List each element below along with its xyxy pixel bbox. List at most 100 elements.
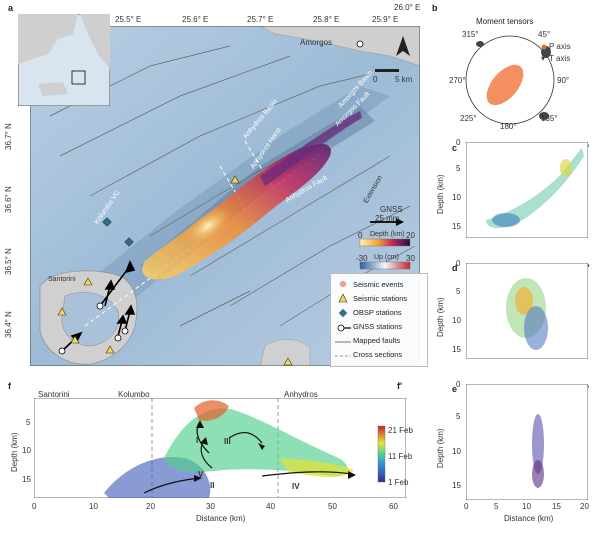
phase-label: II xyxy=(210,481,215,490)
seismic-stations xyxy=(57,175,293,366)
y-tick: 0 xyxy=(456,380,461,389)
x-tick: 15 xyxy=(552,502,561,511)
up-label: Up (cm) xyxy=(374,254,399,261)
y-tick: 10 xyxy=(452,193,461,202)
angle-45: 45° xyxy=(538,30,551,39)
section-c-ylabel: Depth (km) xyxy=(436,174,445,214)
section-f-ylabel: Depth (km) xyxy=(10,432,19,472)
lon-tick: 25.9° E xyxy=(372,15,399,24)
x-tick: 60 xyxy=(389,502,398,511)
y-tick: 10 xyxy=(452,316,461,325)
legend-item: Cross sections xyxy=(353,350,403,359)
seismic-events-icon xyxy=(339,280,347,288)
gnss-stations xyxy=(58,40,364,355)
panel-f-label: f xyxy=(8,381,11,391)
x-tick: 20 xyxy=(146,502,155,511)
label-santorini: Santorini xyxy=(48,276,76,283)
moment-tensors-title: Moment tensors xyxy=(476,17,534,26)
t-axis-label: T axis xyxy=(549,54,571,63)
lat-tick: 36.7° N xyxy=(4,123,13,150)
y-tick: 5 xyxy=(456,412,461,421)
scale-left: 0 xyxy=(373,75,378,84)
section-d-plot xyxy=(466,263,588,359)
depth-label: Depth (km) xyxy=(370,231,405,238)
y-tick: 10 xyxy=(452,447,461,456)
panel-d-label: d xyxy=(452,263,458,273)
angle-90: 90° xyxy=(557,76,570,85)
phase-label: III xyxy=(224,437,231,446)
panel-b-label: b xyxy=(432,3,438,13)
map-legend: Seismic events Seismic stations OBSP sta… xyxy=(330,273,428,367)
map-panel xyxy=(30,26,420,366)
lon-tick: 26.0° E xyxy=(394,3,421,12)
north-arrow-icon xyxy=(396,36,410,56)
time-label: 21 Feb xyxy=(388,426,413,435)
section-e-ylabel: Depth (km) xyxy=(436,428,445,468)
gnss-scale: 25 mm xyxy=(375,214,400,223)
y-tick: 10 xyxy=(22,446,31,455)
swarm-tail xyxy=(260,111,362,186)
t-axis-icon: ▾ xyxy=(541,54,545,63)
section-f-xlabel: Distance (km) xyxy=(196,514,246,523)
legend-item: Mapped faults xyxy=(353,336,401,345)
depth-max: 20 xyxy=(406,231,415,240)
obsp-stations xyxy=(102,217,134,247)
up-colorbar xyxy=(359,261,411,270)
obsp-stations-icon xyxy=(338,308,348,318)
phase-label: IV xyxy=(292,482,300,491)
phase-label: V xyxy=(198,470,204,479)
angle-315: 315° xyxy=(462,30,479,39)
y-tick: 0 xyxy=(456,138,461,147)
y-tick: 15 xyxy=(22,475,31,484)
inset-locator-box xyxy=(71,70,86,85)
inset-map xyxy=(18,14,110,106)
angle-180: 180° xyxy=(500,122,517,131)
x-tick: 0 xyxy=(32,502,37,511)
time-label: 1 Feb xyxy=(388,478,409,487)
santorini-caldera xyxy=(61,292,120,347)
x-tick: 10 xyxy=(89,502,98,511)
x-tick: 0 xyxy=(464,502,469,511)
y-tick: 15 xyxy=(452,222,461,231)
place-kolumbo: Kolumbo xyxy=(118,390,150,399)
lat-tick: 36.5° N xyxy=(4,248,13,275)
label-amorgos: Amorgos xyxy=(300,38,333,47)
p-axis-label: P axis xyxy=(549,42,571,51)
panel-a-label: a xyxy=(8,3,14,13)
x-tick: 40 xyxy=(266,502,275,511)
legend-item: GNSS stations xyxy=(353,322,403,331)
angle-135: 135° xyxy=(541,114,558,123)
panel-c-label: c xyxy=(452,143,458,153)
x-tick: 50 xyxy=(328,502,337,511)
place-anhydros: Anhydros xyxy=(284,390,318,399)
cloud-green xyxy=(164,408,348,477)
p-axis-points xyxy=(486,64,524,106)
y-tick: 15 xyxy=(452,481,461,490)
y-tick: 5 xyxy=(456,164,461,173)
lat-tick: 36.4° N xyxy=(4,311,13,338)
phase-label: I xyxy=(196,436,199,445)
x-tick: 10 xyxy=(522,502,531,511)
section-xlabel: Distance (km) xyxy=(504,514,554,523)
angle-270: 270° xyxy=(449,76,466,85)
place-santorini: Santorini xyxy=(38,390,70,399)
depth-colorbar xyxy=(359,238,411,247)
time-label: 11 Feb xyxy=(388,452,413,461)
y-tick: 5 xyxy=(26,418,31,427)
angle-225: 225° xyxy=(460,114,477,123)
legend-item: Seismic stations xyxy=(353,294,408,303)
lon-tick: 25.6° E xyxy=(182,15,209,24)
scale-bar xyxy=(375,69,399,72)
x-tick: 5 xyxy=(494,502,499,511)
panel-e-label: e xyxy=(452,384,458,394)
legend-item: OBSP stations xyxy=(353,308,402,317)
scale-right: 5 km xyxy=(395,75,413,84)
y-tick: 5 xyxy=(456,287,461,296)
section-f-plot xyxy=(34,398,406,498)
y-tick: 15 xyxy=(452,345,461,354)
time-colorbar xyxy=(377,425,386,483)
seismic-stations-icon xyxy=(338,293,348,303)
p-axis-icon xyxy=(541,44,547,50)
y-tick: 0 xyxy=(456,259,461,268)
section-c-plot xyxy=(466,142,588,238)
